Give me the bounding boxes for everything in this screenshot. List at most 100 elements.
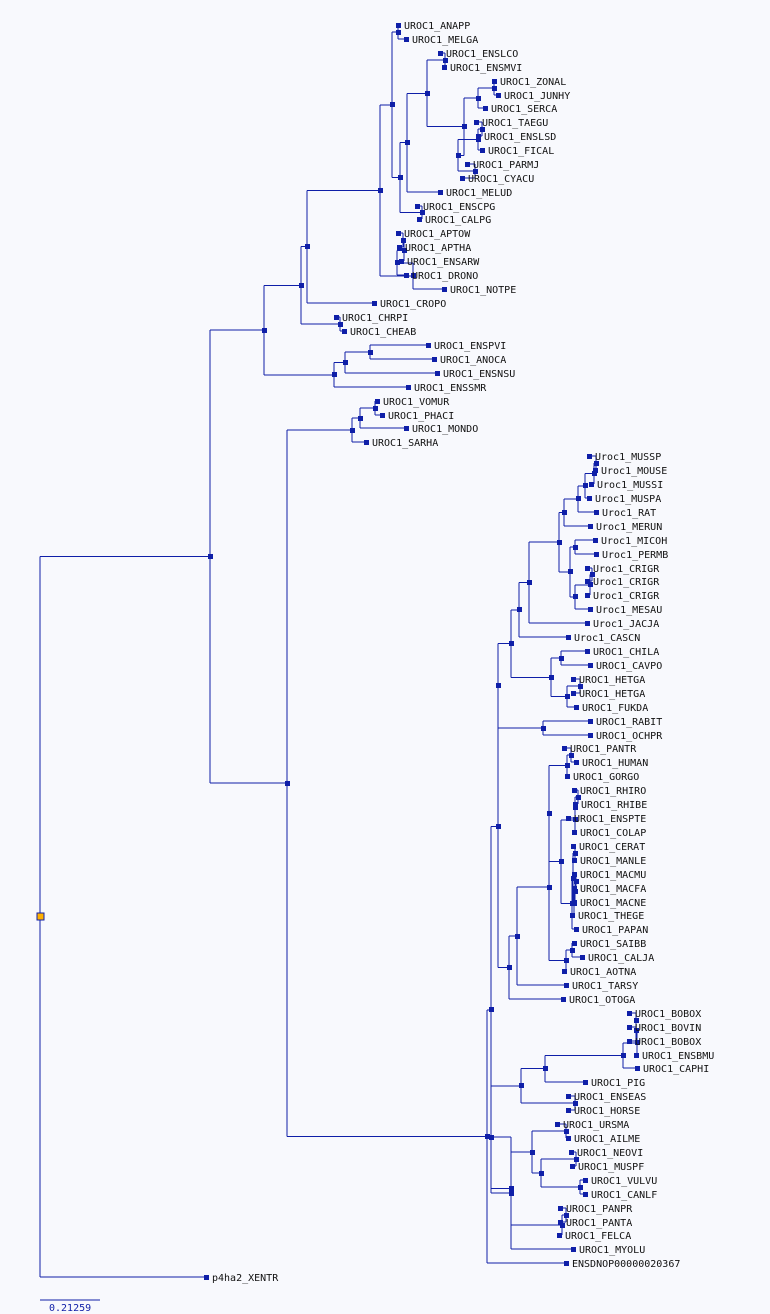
internal-node[interactable]: [402, 248, 407, 253]
leaf-node[interactable]: [627, 1039, 632, 1044]
leaf-label[interactable]: UROC1_CAVPO: [596, 661, 662, 672]
leaf-node[interactable]: [583, 1080, 588, 1085]
internal-node[interactable]: [635, 1040, 640, 1045]
leaf-label[interactable]: Uroc1_CASCN: [574, 633, 640, 644]
leaf-node[interactable]: [593, 538, 598, 543]
leaf-node[interactable]: [406, 385, 411, 390]
leaf-node[interactable]: [572, 858, 577, 863]
leaf-node[interactable]: [572, 872, 577, 877]
internal-node[interactable]: [519, 1083, 524, 1088]
leaf-node[interactable]: [396, 231, 401, 236]
internal-node[interactable]: [368, 350, 373, 355]
leaf-label[interactable]: UROC1_MUSPF: [578, 1162, 644, 1173]
leaf-label[interactable]: UROC1_TAEGU: [482, 118, 548, 129]
leaf-node[interactable]: [571, 677, 576, 682]
leaf-label[interactable]: UROC1_FELCA: [565, 1231, 631, 1242]
leaf-node[interactable]: [476, 134, 481, 139]
leaf-label[interactable]: UROC1_SAIBB: [580, 939, 646, 950]
internal-node[interactable]: [564, 1129, 569, 1134]
leaf-label[interactable]: Uroc1_MOUSE: [601, 466, 667, 477]
leaf-label[interactable]: UROC1_CAPHI: [643, 1064, 709, 1075]
leaf-label[interactable]: Uroc1_CRIGR: [593, 591, 660, 602]
leaf-node[interactable]: [588, 524, 593, 529]
leaf-label[interactable]: UROC1_FICAL: [488, 146, 554, 157]
leaf-node[interactable]: [587, 496, 592, 501]
leaf-label[interactable]: UROC1_PIG: [591, 1078, 645, 1089]
leaf-node[interactable]: [562, 746, 567, 751]
leaf-node[interactable]: [572, 830, 577, 835]
leaf-node[interactable]: [342, 329, 347, 334]
leaf-label[interactable]: UROC1_SERCA: [491, 104, 557, 115]
leaf-node[interactable]: [415, 204, 420, 209]
internal-node[interactable]: [378, 188, 383, 193]
internal-node[interactable]: [573, 889, 578, 894]
leaf-label[interactable]: UROC1_CERAT: [579, 842, 645, 853]
leaf-node[interactable]: [364, 440, 369, 445]
leaf-node[interactable]: [571, 1247, 576, 1252]
internal-node[interactable]: [564, 1213, 569, 1218]
internal-node[interactable]: [489, 1135, 494, 1140]
leaf-label[interactable]: UROC1_PARMJ: [473, 160, 539, 171]
internal-node[interactable]: [509, 1186, 514, 1191]
leaf-label[interactable]: UROC1_APTOW: [404, 229, 471, 240]
leaf-node[interactable]: [442, 65, 447, 70]
leaf-node[interactable]: [564, 1261, 569, 1266]
leaf-label[interactable]: UROC1_ZONAL: [500, 77, 566, 88]
leaf-label[interactable]: UROC1_THEGE: [578, 911, 644, 922]
leaf-node[interactable]: [465, 162, 470, 167]
leaf-label[interactable]: UROC1_HORSE: [574, 1106, 640, 1117]
leaf-node[interactable]: [555, 1122, 560, 1127]
leaf-node[interactable]: [404, 37, 409, 42]
internal-node[interactable]: [338, 322, 343, 327]
leaf-node[interactable]: [204, 1275, 209, 1280]
leaf-node[interactable]: [397, 245, 402, 250]
leaf-node[interactable]: [594, 552, 599, 557]
leaf-label[interactable]: UROC1_BOBOX: [635, 1037, 701, 1048]
leaf-node[interactable]: [588, 719, 593, 724]
internal-node[interactable]: [476, 137, 481, 142]
internal-node[interactable]: [565, 694, 570, 699]
leaf-label[interactable]: UROC1_OCHPR: [596, 731, 663, 742]
leaf-label[interactable]: UROC1_AILME: [574, 1134, 640, 1145]
leaf-label[interactable]: Uroc1_MERUN: [596, 522, 662, 533]
internal-node[interactable]: [560, 1223, 565, 1228]
leaf-node[interactable]: [564, 983, 569, 988]
internal-node[interactable]: [573, 1101, 578, 1106]
internal-node[interactable]: [573, 817, 578, 822]
leaf-node[interactable]: [585, 579, 590, 584]
leaf-node[interactable]: [566, 1094, 571, 1099]
internal-node[interactable]: [634, 1018, 639, 1023]
leaf-node[interactable]: [593, 468, 598, 473]
internal-node[interactable]: [588, 582, 593, 587]
internal-node[interactable]: [573, 851, 578, 856]
leaf-label[interactable]: UROC1_ENSPTE: [574, 814, 646, 825]
internal-node[interactable]: [425, 91, 430, 96]
leaf-node[interactable]: [442, 287, 447, 292]
internal-node[interactable]: [208, 554, 213, 559]
leaf-label[interactable]: UROC1_ANOCA: [440, 355, 506, 366]
leaf-label[interactable]: Uroc1_MUSSP: [595, 452, 661, 463]
leaf-label[interactable]: UROC1_CALPG: [425, 215, 491, 226]
leaf-label[interactable]: UROC1_MELGA: [412, 35, 478, 46]
leaf-label[interactable]: UROC1_CHEAB: [350, 327, 416, 338]
leaf-node[interactable]: [562, 969, 567, 974]
leaf-node[interactable]: [438, 190, 443, 195]
internal-node[interactable]: [395, 260, 400, 265]
leaf-label[interactable]: UROC1_GORGO: [573, 772, 639, 783]
leaf-label[interactable]: Uroc1_MICOH: [601, 536, 667, 547]
leaf-node[interactable]: [404, 426, 409, 431]
leaf-node[interactable]: [589, 482, 594, 487]
leaf-label[interactable]: UROC1_PANPR: [566, 1204, 633, 1215]
internal-node[interactable]: [480, 127, 485, 132]
leaf-node[interactable]: [574, 705, 579, 710]
leaf-node[interactable]: [627, 1025, 632, 1030]
leaf-node[interactable]: [572, 886, 577, 891]
internal-node[interactable]: [405, 140, 410, 145]
leaf-label[interactable]: UROC1_ENSPVI: [434, 341, 506, 352]
leaf-label[interactable]: UROC1_MACFA: [580, 884, 646, 895]
leaf-node[interactable]: [432, 357, 437, 362]
leaf-node[interactable]: [574, 760, 579, 765]
leaf-node[interactable]: [571, 844, 576, 849]
leaf-node[interactable]: [566, 635, 571, 640]
leaf-node[interactable]: [334, 315, 339, 320]
